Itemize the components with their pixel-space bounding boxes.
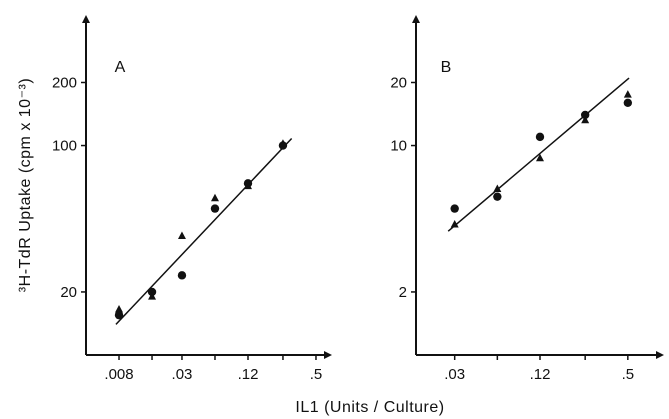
panel-b-point-circle bbox=[623, 98, 633, 107]
panel-b: 2 10 20 .03 .12 .5 B bbox=[390, 15, 664, 383]
panel-a-point-triangle bbox=[177, 231, 186, 239]
panel-b-x-tick-label: .12 bbox=[530, 366, 551, 383]
panel-b-point-triangle bbox=[581, 115, 590, 124]
panel-b-fit-line bbox=[447, 77, 630, 232]
panel-a-point-triangle bbox=[148, 292, 157, 300]
panel-a-point-triangle bbox=[243, 181, 252, 190]
panel-b-point-circle bbox=[535, 132, 545, 142]
y-axis-title: ³H-TdR Uptake (cpm x 10⁻³) bbox=[17, 78, 34, 292]
panel-a-point-triangle bbox=[210, 193, 219, 202]
panel-a-point-circle bbox=[114, 310, 124, 320]
panel-b-point-circle bbox=[450, 204, 459, 213]
panel-b-y-tick-label: 10 bbox=[390, 138, 407, 155]
panel-b-point-circle bbox=[580, 110, 590, 120]
panel-b-y-tick-label: 2 bbox=[399, 284, 407, 301]
panel-b-y-arrow bbox=[412, 15, 420, 23]
panel-b-point-triangle bbox=[623, 90, 632, 98]
panel-a-point-circle bbox=[147, 287, 157, 297]
panel-b-point-triangle bbox=[493, 184, 502, 193]
panel-a-fit-line bbox=[115, 138, 293, 325]
panel-a-point-circle bbox=[210, 204, 220, 213]
panel-a-y-tick-label: 100 bbox=[52, 138, 77, 155]
panel-a-y-arrow bbox=[82, 15, 90, 23]
panel-b-point-circle bbox=[493, 192, 502, 201]
panel-b-point-triangle bbox=[450, 219, 459, 228]
panel-a-point-triangle bbox=[115, 304, 124, 313]
panel-a-y-tick-label: 20 bbox=[60, 284, 77, 301]
panel-b-label: B bbox=[441, 59, 452, 76]
panel-b-x-tick-label: .5 bbox=[622, 366, 635, 383]
panel-b-point-triangle bbox=[536, 153, 544, 162]
panel-b-x-tick-label: .03 bbox=[444, 366, 465, 383]
panel-a-y-tick-label: 200 bbox=[52, 74, 77, 91]
panel-a-x-tick-label: .008 bbox=[104, 366, 133, 383]
panel-b-y-tick-label: 20 bbox=[390, 74, 407, 91]
panel-a-x-tick-label: .12 bbox=[238, 366, 259, 383]
panel-a-x-arrow bbox=[324, 351, 332, 359]
panel-a-label: A bbox=[115, 59, 126, 76]
panel-a-x-tick-label: .03 bbox=[172, 366, 193, 383]
panel-b-x-arrow bbox=[656, 351, 664, 359]
panel-a-point-triangle bbox=[278, 139, 287, 147]
panel-a: 20 100 200 .008 .03 .12 .5 A bbox=[52, 15, 332, 383]
panel-a-x-tick-label: .5 bbox=[310, 366, 323, 383]
x-axis-title: IL1 (Units / Culture) bbox=[295, 399, 444, 416]
panel-a-point-circle bbox=[177, 271, 187, 280]
